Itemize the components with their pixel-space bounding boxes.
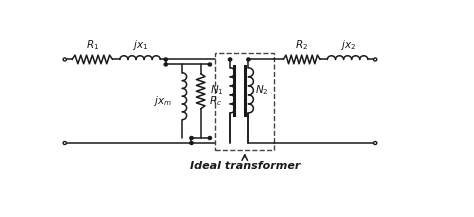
Circle shape <box>247 58 250 61</box>
Text: $R_1$: $R_1$ <box>86 38 99 52</box>
Text: $jx_m$: $jx_m$ <box>153 94 171 108</box>
Circle shape <box>208 136 211 140</box>
Circle shape <box>374 58 377 61</box>
Circle shape <box>228 58 232 61</box>
Circle shape <box>190 141 193 145</box>
Circle shape <box>190 136 193 140</box>
Circle shape <box>63 58 66 61</box>
Circle shape <box>164 58 167 61</box>
Text: $R_2$: $R_2$ <box>295 38 308 52</box>
Text: $jx_1$: $jx_1$ <box>132 38 148 52</box>
Text: $jx_2$: $jx_2$ <box>339 38 356 52</box>
Text: $N_1$: $N_1$ <box>210 84 223 97</box>
Circle shape <box>164 63 167 66</box>
Text: $N_2$: $N_2$ <box>255 84 269 97</box>
Text: Ideal transformer: Ideal transformer <box>190 161 300 171</box>
Circle shape <box>374 141 377 145</box>
Bar <box>215 53 274 150</box>
Text: $R_c$: $R_c$ <box>209 94 222 108</box>
Circle shape <box>63 141 66 145</box>
Circle shape <box>208 63 211 66</box>
